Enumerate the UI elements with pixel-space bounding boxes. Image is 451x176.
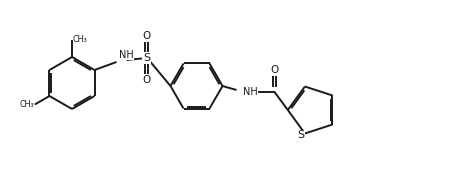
Text: NH: NH <box>118 50 133 60</box>
Text: O: O <box>142 75 150 85</box>
Text: CH₃: CH₃ <box>72 36 87 45</box>
Text: CH₃: CH₃ <box>19 100 34 109</box>
Text: O: O <box>142 31 150 41</box>
Text: S: S <box>143 53 150 63</box>
Text: O: O <box>270 65 278 75</box>
Text: S: S <box>297 130 304 140</box>
Text: NH: NH <box>242 87 257 97</box>
